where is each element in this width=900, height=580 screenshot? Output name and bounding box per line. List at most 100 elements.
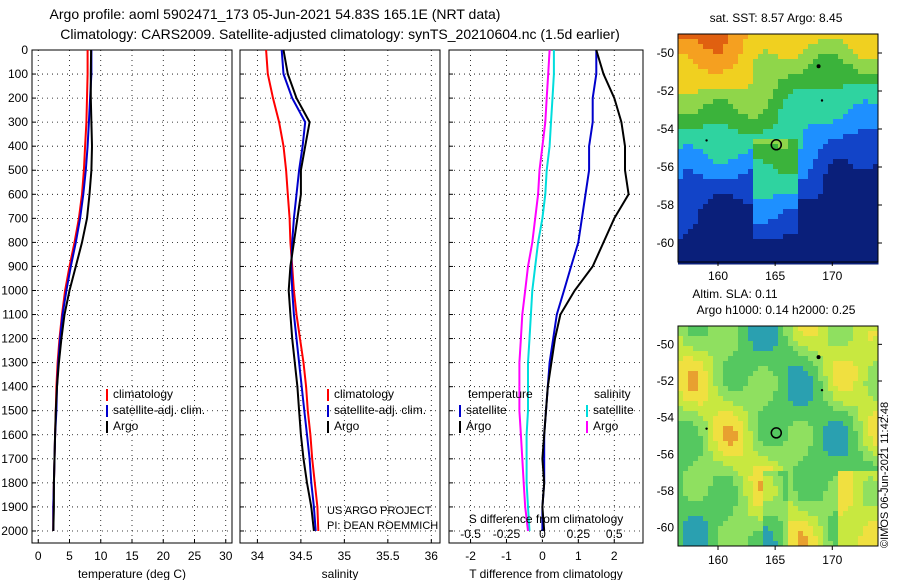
map-cell [823, 456, 829, 462]
map-cell [793, 239, 799, 245]
map-cell [693, 461, 699, 467]
map-cell [688, 149, 694, 155]
map-cell [813, 124, 819, 130]
map-cell [763, 249, 769, 255]
map-cell [758, 331, 764, 337]
map-cell [873, 341, 879, 347]
map-cell [693, 134, 699, 140]
map-cell [763, 174, 769, 180]
map-cell [773, 501, 779, 507]
map-cell [773, 44, 779, 50]
salinity-legend: climatology satellite-adj. clim. Argo [327, 387, 426, 433]
map-cell [763, 84, 769, 90]
map-cell [723, 391, 729, 397]
map-cell [683, 199, 689, 205]
map-cell [758, 511, 764, 517]
map-cell [783, 74, 789, 80]
map-cell [693, 184, 699, 190]
map-cell [838, 341, 844, 347]
map-cell [833, 536, 839, 542]
map-cell [818, 426, 824, 432]
map-cell [723, 149, 729, 155]
map-cell [848, 456, 854, 462]
map-cell [798, 486, 804, 492]
map-cell [773, 174, 779, 180]
map-cell [723, 244, 729, 250]
map-cell [768, 199, 774, 205]
map-cell [838, 391, 844, 397]
map-cell [798, 526, 804, 532]
map-cell [728, 229, 734, 235]
map-cell [743, 486, 749, 492]
map-cell [868, 244, 874, 250]
map-cell [723, 84, 729, 90]
map-cell [828, 326, 834, 332]
map-cell [838, 521, 844, 527]
map-cell [808, 411, 814, 417]
map-cell [748, 326, 754, 332]
map-cell [843, 366, 849, 372]
map-cell [858, 426, 864, 432]
map-cell [683, 254, 689, 260]
map-cell [768, 451, 774, 457]
map-cell [743, 391, 749, 397]
map-cell [763, 109, 769, 115]
map-cell [868, 361, 874, 367]
map-cell [758, 204, 764, 210]
map-cell [753, 124, 759, 130]
map-cell [783, 326, 789, 332]
map-cell [813, 381, 819, 387]
map-cell [738, 476, 744, 482]
map-cell [683, 229, 689, 235]
map-cell [743, 396, 749, 402]
map-cell [738, 229, 744, 235]
map-cell [793, 326, 799, 332]
map-cell [848, 49, 854, 55]
map-cell [873, 526, 879, 532]
map-cell [833, 371, 839, 377]
map-cell [758, 461, 764, 467]
map-cell [798, 194, 804, 200]
map-cell [738, 114, 744, 120]
map-cell [818, 119, 824, 125]
map-cell [678, 69, 684, 75]
map-cell [838, 169, 844, 175]
map-cell [863, 169, 869, 175]
map-cell [678, 189, 684, 195]
map-cell [803, 39, 809, 45]
map-cell [693, 436, 699, 442]
lat-tick-label: -54 [657, 122, 675, 136]
map-cell [848, 376, 854, 382]
map-cell [708, 109, 714, 115]
map-cell [858, 174, 864, 180]
map-cell [843, 516, 849, 522]
map-cell [738, 39, 744, 45]
map-cell [808, 174, 814, 180]
map-cell [818, 254, 824, 260]
map-cell [743, 234, 749, 240]
map-cell [728, 39, 734, 45]
map-cell [688, 491, 694, 497]
map-cell [693, 254, 699, 260]
map-cell [758, 209, 764, 215]
map-cell [758, 526, 764, 532]
map-cell [773, 511, 779, 517]
map-cell [863, 391, 869, 397]
map-cell [733, 536, 739, 542]
map-cell [828, 89, 834, 95]
map-cell [723, 421, 729, 427]
map-cell [718, 366, 724, 372]
map-cell [863, 129, 869, 135]
x-tick-label: -1 [501, 549, 512, 563]
map-cell [803, 144, 809, 150]
map-cell [788, 149, 794, 155]
map-cell [783, 471, 789, 477]
map-cell [773, 239, 779, 245]
map-cell [773, 506, 779, 512]
map-cell [838, 416, 844, 422]
map-cell [833, 129, 839, 135]
map-cell [698, 541, 704, 547]
difference-t-xlabel: T difference from climatology [469, 567, 623, 580]
map-cell [813, 224, 819, 230]
map-cell [808, 154, 814, 160]
